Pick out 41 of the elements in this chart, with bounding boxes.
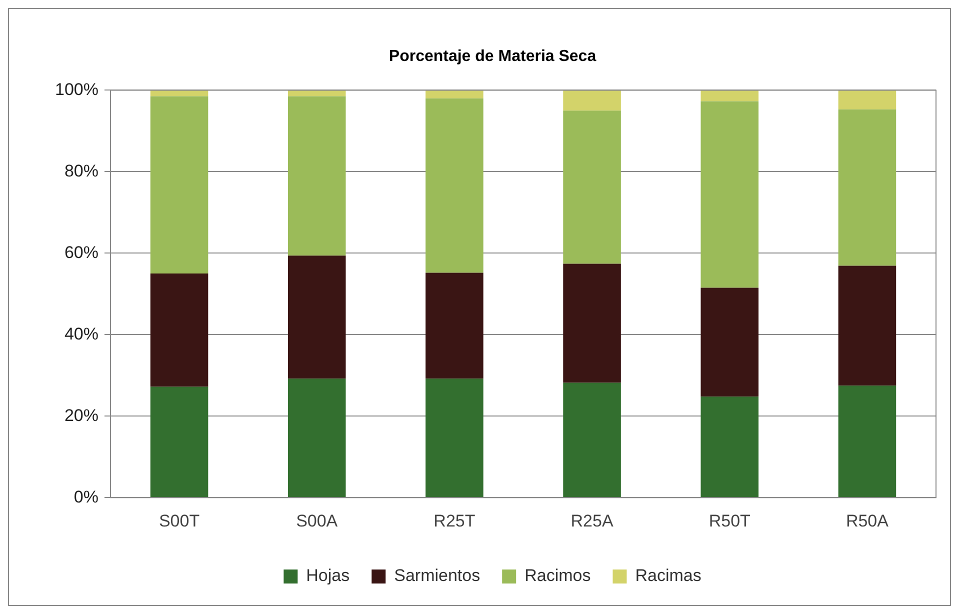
bar <box>150 96 208 274</box>
y-tick-label: 100% <box>54 80 98 99</box>
bar <box>563 382 621 498</box>
y-tick-label: 0% <box>74 487 98 506</box>
legend-label: Sarmientos <box>394 566 480 586</box>
bar <box>426 272 484 379</box>
legend-label: Hojas <box>306 566 350 586</box>
bar <box>288 96 346 256</box>
bar <box>838 109 896 266</box>
bar <box>150 386 208 498</box>
y-tick-label: 20% <box>64 406 98 425</box>
y-tick-label: 60% <box>64 242 98 262</box>
y-tick-label: 80% <box>64 161 98 180</box>
bar <box>700 90 759 102</box>
x-tick-label: S00A <box>296 511 338 530</box>
bar <box>838 386 896 498</box>
x-tick-label: R50A <box>846 511 890 530</box>
legend-label: Racimas <box>635 566 702 586</box>
bar <box>563 90 621 111</box>
bar <box>838 90 896 110</box>
y-tick-label: 40% <box>64 324 98 344</box>
bar <box>150 90 208 96</box>
x-tick-label: R25T <box>434 511 476 530</box>
bar <box>426 378 484 498</box>
bar <box>563 110 621 264</box>
x-tick-label: S00T <box>158 511 200 530</box>
bar <box>426 98 484 273</box>
x-tick-label: R50T <box>708 511 750 530</box>
bar <box>288 378 346 498</box>
chart-title: Porcentaje de Materia Seca <box>388 48 596 66</box>
bar <box>150 274 208 387</box>
bar <box>700 288 759 397</box>
bar <box>426 90 484 98</box>
x-tick-label: R25A <box>570 511 614 530</box>
legend-label: Racimos <box>524 566 591 586</box>
bar <box>288 256 346 379</box>
bar <box>563 264 621 383</box>
bar <box>288 90 346 96</box>
bar <box>838 266 896 386</box>
bar <box>700 396 759 498</box>
bar <box>700 101 759 288</box>
